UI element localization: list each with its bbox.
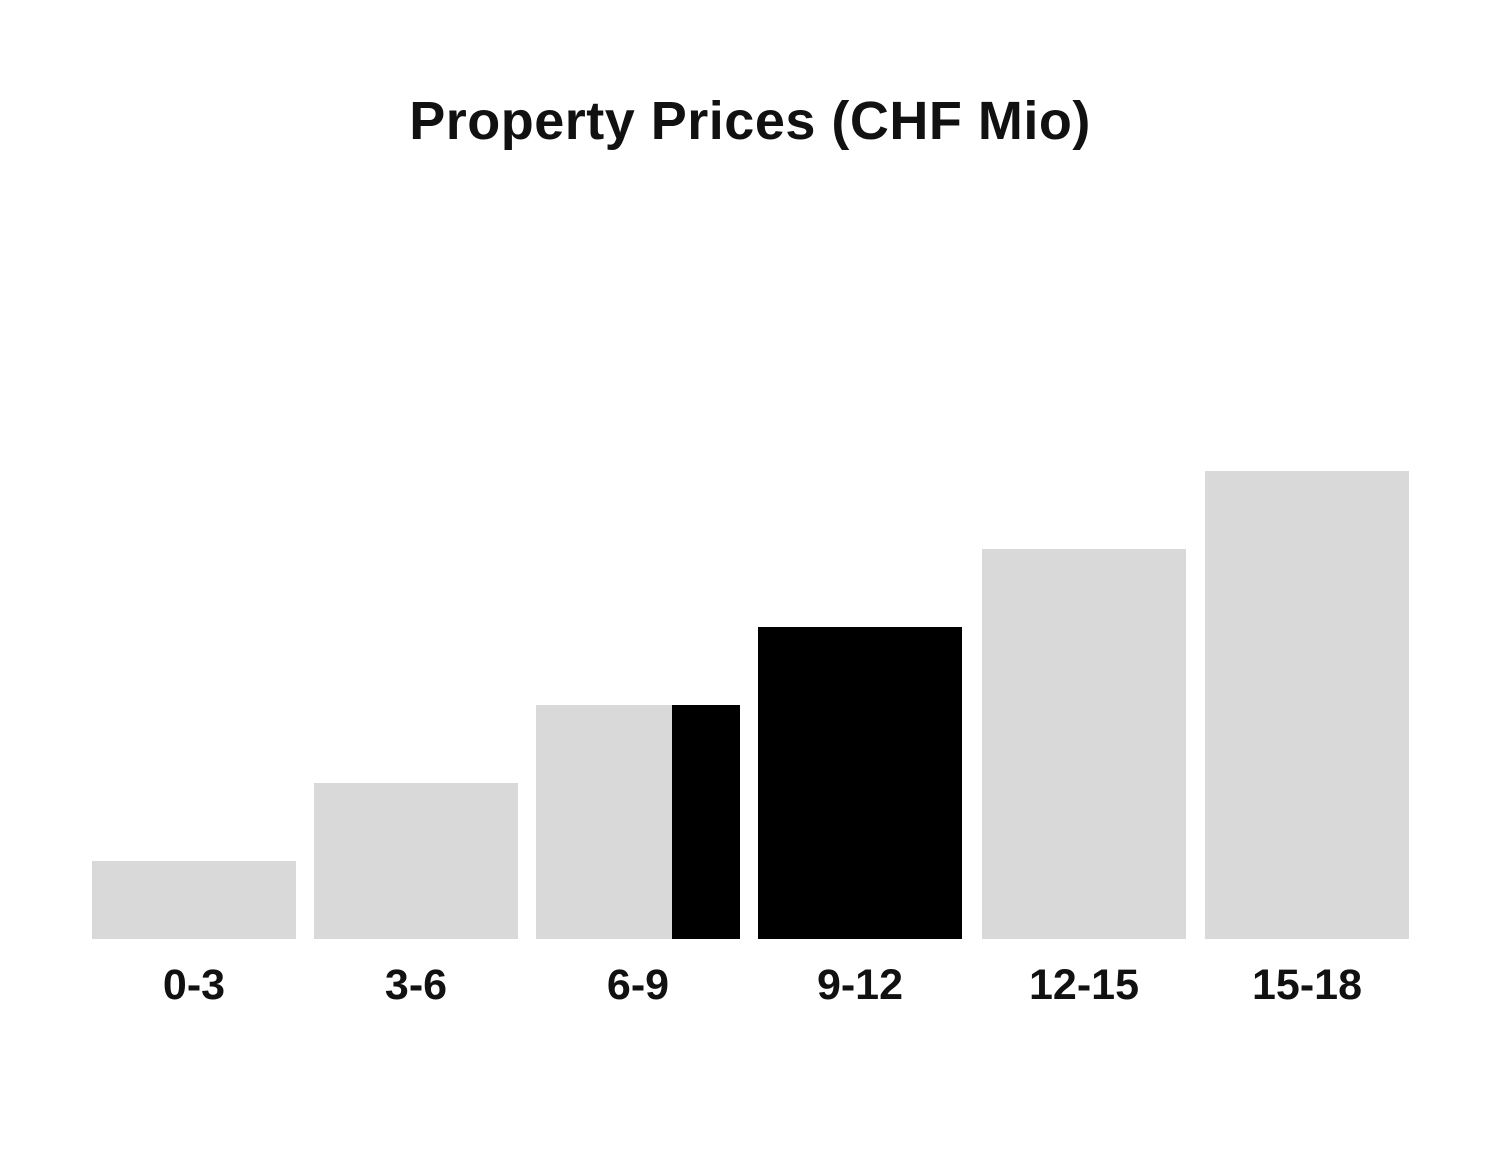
x-tick-label-0-3: 0-3 [162, 961, 226, 1009]
bar-9-12 [758, 627, 962, 939]
chart-title: Property Prices (CHF Mio) [409, 91, 1091, 151]
x-tick-label-15-18: 15-18 [1252, 961, 1362, 1009]
x-tick-label-6-9: 6-9 [606, 961, 670, 1009]
x-tick-label-12-15: 12-15 [1029, 961, 1139, 1009]
x-tick-label-3-6: 3-6 [384, 961, 448, 1009]
bar-6-9-highlight-segment [672, 705, 740, 939]
bar-0-3 [92, 861, 296, 939]
bar-15-18 [1205, 471, 1409, 939]
bar-3-6 [314, 783, 518, 939]
bar-12-15 [982, 549, 1186, 939]
x-tick-label-9-12: 9-12 [816, 961, 904, 1009]
